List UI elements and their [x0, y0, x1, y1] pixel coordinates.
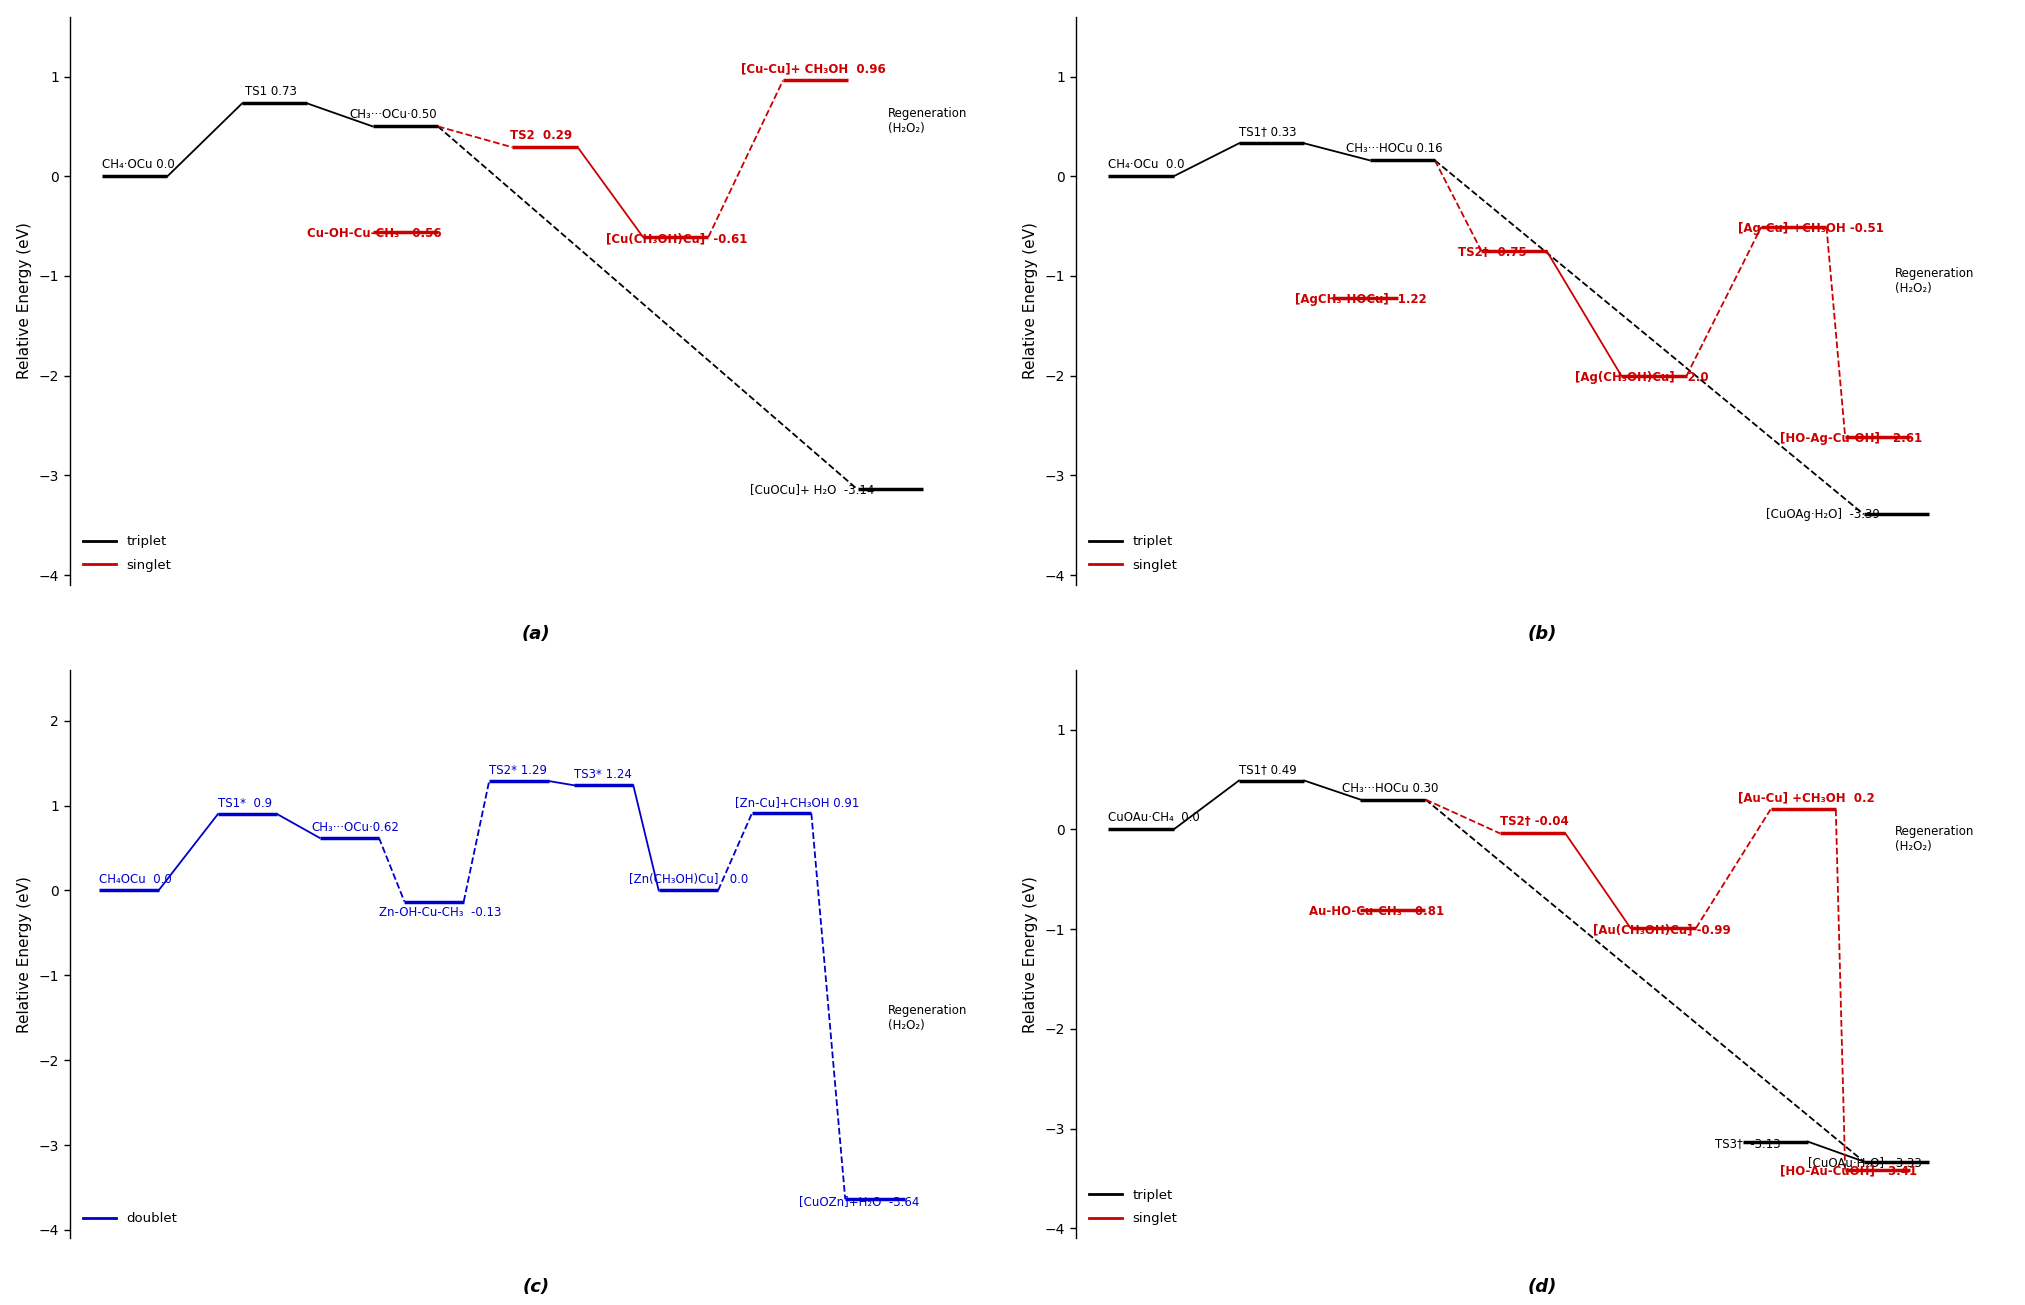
Text: Regeneration
(H₂O₂): Regeneration (H₂O₂): [889, 107, 968, 136]
Y-axis label: Relative Energy (eV): Relative Energy (eV): [1023, 222, 1039, 380]
Y-axis label: Relative Energy (eV): Relative Energy (eV): [1023, 876, 1039, 1032]
Text: [Au-Cu] +CH₃OH  0.2: [Au-Cu] +CH₃OH 0.2: [1737, 792, 1875, 804]
Text: Regeneration
(H₂O₂): Regeneration (H₂O₂): [1895, 826, 1974, 853]
Text: Au-HO-Cu-CH₃  -0.81: Au-HO-Cu-CH₃ -0.81: [1308, 906, 1444, 919]
Text: Regeneration
(H₂O₂): Regeneration (H₂O₂): [887, 1004, 968, 1032]
Text: CH₄·OCu 0.0: CH₄·OCu 0.0: [101, 158, 174, 171]
Text: (c): (c): [522, 1278, 549, 1296]
Text: CH₄·OCu  0.0: CH₄·OCu 0.0: [1108, 158, 1185, 171]
Legend: doublet: doublet: [77, 1206, 184, 1232]
Text: [Au(CH₃OH)Cu] -0.99: [Au(CH₃OH)Cu] -0.99: [1594, 923, 1731, 936]
Text: [AgCH₃-HOCu] -1.22: [AgCH₃-HOCu] -1.22: [1294, 292, 1428, 305]
Text: CH₃···OCu·0.62: CH₃···OCu·0.62: [312, 821, 399, 834]
Text: [CuOCu]+ H₂O  -3.14: [CuOCu]+ H₂O -3.14: [751, 483, 875, 496]
Legend: triplet, singlet: triplet, singlet: [1083, 529, 1185, 578]
Text: TS2  0.29: TS2 0.29: [510, 129, 571, 142]
Text: [CuOZn]+H₂O  -3.64: [CuOZn]+H₂O -3.64: [798, 1195, 919, 1208]
Text: [CuOAg·H₂O]  -3.39: [CuOAg·H₂O] -3.39: [1766, 509, 1879, 522]
Text: TS2† -0.04: TS2† -0.04: [1501, 816, 1569, 829]
Text: [Zn(CH₃OH)Cu]   0.0: [Zn(CH₃OH)Cu] 0.0: [630, 873, 749, 886]
Text: TS1† 0.33: TS1† 0.33: [1239, 125, 1296, 138]
Text: (d): (d): [1527, 1278, 1557, 1296]
Text: [CuOAu·H₂O]  -3.33: [CuOAu·H₂O] -3.33: [1808, 1156, 1922, 1168]
Text: [HO-Au-CuOH]  -3.41: [HO-Au-CuOH] -3.41: [1780, 1164, 1918, 1177]
Text: TS1*  0.9: TS1* 0.9: [219, 797, 271, 810]
Legend: triplet, singlet: triplet, singlet: [77, 529, 178, 578]
Text: (a): (a): [522, 625, 551, 643]
Text: [Ag(CH₃OH)Cu]  -2.0: [Ag(CH₃OH)Cu] -2.0: [1575, 371, 1709, 384]
Text: CH₄OCu  0.0: CH₄OCu 0.0: [99, 873, 172, 886]
Text: TS3* 1.24: TS3* 1.24: [573, 769, 632, 780]
Y-axis label: Relative Energy (eV): Relative Energy (eV): [16, 222, 32, 380]
Text: [HO-Ag-Cu-OH]  -2.61: [HO-Ag-Cu-OH] -2.61: [1780, 432, 1922, 445]
Legend: triplet, singlet: triplet, singlet: [1083, 1182, 1185, 1232]
Text: Zn-OH-Cu-CH₃  -0.13: Zn-OH-Cu-CH₃ -0.13: [379, 906, 502, 919]
Text: CH₃···HOCu 0.30: CH₃···HOCu 0.30: [1341, 782, 1438, 795]
Text: TS1† 0.49: TS1† 0.49: [1239, 762, 1296, 775]
Text: [Ag-Cu] +CH₃OH -0.51: [Ag-Cu] +CH₃OH -0.51: [1737, 222, 1883, 235]
Text: [Zn-Cu]+CH₃OH 0.91: [Zn-Cu]+CH₃OH 0.91: [735, 796, 859, 809]
Text: TS1 0.73: TS1 0.73: [245, 85, 298, 98]
Text: Regeneration
(H₂O₂): Regeneration (H₂O₂): [1895, 268, 1974, 295]
Text: [Cu-Cu]+ CH₃OH  0.96: [Cu-Cu]+ CH₃OH 0.96: [741, 63, 885, 76]
Text: Cu-OH-Cu-CH₃  -0.56: Cu-OH-Cu-CH₃ -0.56: [308, 227, 441, 240]
Text: CuOAu·CH₄  0.0: CuOAu·CH₄ 0.0: [1108, 812, 1201, 825]
Text: TS2† -0.75: TS2† -0.75: [1458, 247, 1527, 260]
Text: [Cu(CH₃OH)Cu]  -0.61: [Cu(CH₃OH)Cu] -0.61: [605, 232, 747, 245]
Text: (b): (b): [1527, 625, 1557, 643]
Text: CH₃···OCu·0.50: CH₃···OCu·0.50: [348, 108, 437, 121]
Text: TS3†  -3.13: TS3† -3.13: [1715, 1137, 1780, 1150]
Text: CH₃···HOCu 0.16: CH₃···HOCu 0.16: [1347, 142, 1444, 155]
Text: TS2* 1.29: TS2* 1.29: [490, 763, 547, 776]
Y-axis label: Relative Energy (eV): Relative Energy (eV): [16, 876, 32, 1032]
